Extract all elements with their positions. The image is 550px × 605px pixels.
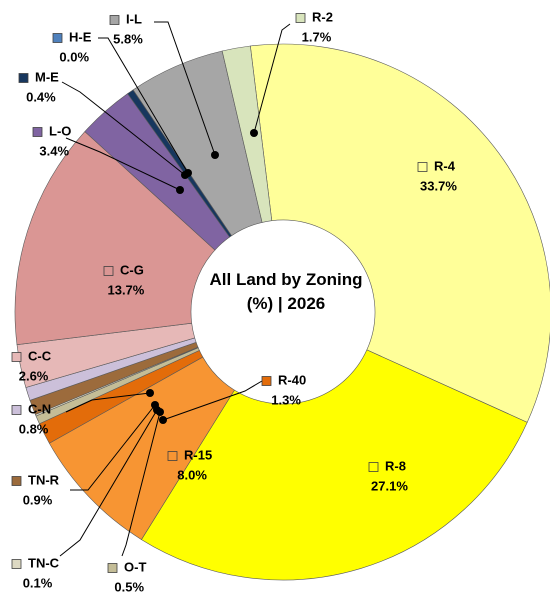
donut-segment: [14, 131, 216, 345]
donut-segment: [141, 349, 528, 581]
leader-line: [98, 37, 189, 174]
legend-swatch: [109, 15, 120, 25]
data-label-name: H-E: [69, 29, 92, 44]
leader-line: [162, 380, 263, 421]
legend-swatch: [295, 13, 306, 23]
data-label-name: I-L: [126, 11, 142, 26]
legend-swatch: [261, 376, 272, 386]
leader-line: [65, 392, 151, 413]
data-label-value: 3.4%: [39, 143, 69, 158]
leader-dot: [176, 186, 184, 194]
data-label-name: O-T: [124, 559, 146, 574]
leader-line: [154, 21, 216, 156]
data-label-value: 0.0%: [59, 49, 89, 64]
leader-line: [59, 409, 158, 557]
data-label-value: 5.8%: [113, 31, 143, 46]
donut-segment: [221, 45, 273, 223]
data-label-value: 2.6%: [19, 368, 49, 383]
legend-swatch: [11, 405, 22, 415]
data-label-value: 13.7%: [107, 282, 144, 297]
leader-dot: [146, 389, 154, 397]
legend-swatch: [368, 462, 379, 472]
legend-swatch: [11, 559, 22, 569]
leader-dot: [250, 129, 258, 137]
legend-swatch: [103, 266, 114, 276]
data-label-value: 0.9%: [23, 492, 53, 507]
data-label-value: 33.7%: [420, 178, 457, 193]
data-label-value: 27.1%: [371, 478, 408, 493]
data-label-value: 1.3%: [271, 392, 301, 407]
data-label-value: 0.5%: [114, 579, 144, 594]
legend-swatch: [167, 451, 178, 461]
data-label-name: TN-C: [28, 555, 60, 570]
data-label-name: R-8: [385, 458, 406, 473]
legend-swatch: [18, 73, 29, 83]
leader-line: [253, 23, 291, 134]
leader-line: [121, 411, 161, 557]
data-label-name: M-E: [35, 69, 59, 84]
data-label-name: C-G: [120, 262, 144, 277]
data-label-name: TN-R: [28, 472, 60, 487]
leader-line: [61, 81, 186, 176]
legend-swatch: [32, 127, 43, 137]
data-label-value: 8.0%: [177, 467, 207, 482]
data-label-name: L-O: [49, 123, 71, 138]
chart-title: All Land by Zoning (%) | 2026: [209, 270, 363, 313]
leader-dot: [184, 169, 192, 177]
leader-dot: [151, 401, 159, 409]
leader-dot: [211, 151, 219, 159]
data-label-name: C-N: [28, 401, 51, 416]
legend-swatch: [417, 162, 428, 172]
legend-swatch: [107, 563, 118, 573]
leader-line: [70, 404, 156, 491]
data-label-name: R-40: [278, 372, 306, 387]
data-label-value: 1.7%: [302, 29, 332, 44]
data-label-name: R-4: [434, 158, 456, 173]
legend-swatch: [11, 476, 22, 486]
data-label-name: R-2: [312, 9, 333, 24]
data-label-value: 0.8%: [19, 421, 49, 436]
legend-swatch: [52, 33, 63, 43]
data-label-name: C-C: [28, 348, 52, 363]
data-label-value: 0.4%: [26, 89, 56, 104]
leader-dot: [159, 416, 167, 424]
data-label-value: 0.1%: [23, 575, 53, 590]
leader-line: [65, 137, 181, 191]
legend-swatch: [11, 352, 22, 362]
data-label-name: R-15: [184, 447, 212, 462]
